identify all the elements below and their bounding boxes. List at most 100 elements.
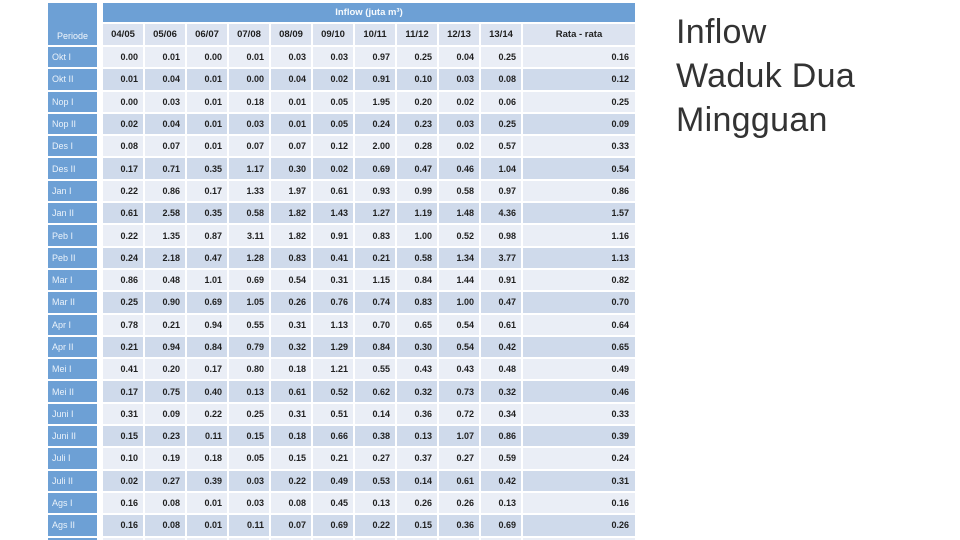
value-cell: 0.03: [229, 470, 269, 491]
value-cell: 0.05: [313, 113, 353, 135]
value-cell: 0.35: [187, 203, 227, 224]
value-cell: 0.48: [145, 269, 185, 291]
period-label: Nop I: [48, 91, 101, 112]
value-cell: 0.08: [145, 492, 185, 514]
value-cell: 0.10: [397, 69, 437, 90]
value-cell: 0.13: [397, 426, 437, 447]
value-cell: 0.41: [313, 247, 353, 268]
year-header: 13/14: [481, 24, 521, 45]
period-label: Juli I: [48, 448, 101, 469]
value-cell: 0.53: [355, 470, 395, 491]
rata-header: Rata - rata: [523, 24, 635, 45]
value-cell: 0.10: [103, 537, 143, 540]
value-cell: 0.36: [439, 515, 479, 536]
value-cell: 1.21: [313, 359, 353, 380]
table-row: Sept I0.100.040.010.010.040.690.150.050.…: [48, 537, 635, 540]
value-cell: 0.73: [439, 381, 479, 402]
period-label: Mar I: [48, 269, 101, 291]
value-cell: 0.32: [397, 381, 437, 402]
value-cell: 0.52: [313, 381, 353, 402]
value-cell: 0.91: [355, 69, 395, 90]
value-cell: 0.69: [187, 292, 227, 313]
value-cell: 0.00: [103, 47, 143, 68]
rata-cell: 0.49: [523, 359, 635, 380]
value-cell: 0.17: [103, 381, 143, 402]
value-cell: 0.19: [145, 448, 185, 469]
value-cell: 0.30: [271, 158, 311, 179]
value-cell: 0.75: [145, 381, 185, 402]
value-cell: 0.22: [271, 470, 311, 491]
value-cell: 2.00: [355, 136, 395, 157]
value-cell: 3.77: [481, 247, 521, 268]
value-cell: 0.37: [397, 448, 437, 469]
period-label: Juni II: [48, 426, 101, 447]
value-cell: 0.45: [313, 492, 353, 514]
rata-cell: 0.09: [523, 113, 635, 135]
table-row: Nop II 0.02 0.04 0.01 0.03 0.01 0.05 0.24 0.23 0.…: [48, 113, 635, 135]
value-cell: 0.22: [355, 515, 395, 536]
value-cell: 0.01: [103, 69, 143, 90]
value-cell: 0.04: [271, 69, 311, 90]
value-cell: 0.71: [145, 158, 185, 179]
value-cell: 0.18: [229, 91, 269, 112]
value-cell: 2.18: [145, 247, 185, 268]
value-cell: 0.05: [397, 537, 437, 540]
value-cell: 0.61: [313, 180, 353, 202]
value-cell: 0.04: [145, 69, 185, 90]
year-header: 08/09: [271, 24, 311, 45]
table-row: Okt I 0.00 0.01 0.00 0.01 0.03 0.03 0.97 0.25 0.0…: [48, 47, 635, 68]
value-cell: 0.25: [103, 292, 143, 313]
value-cell: 0.04: [271, 537, 311, 540]
value-cell: 0.27: [355, 448, 395, 469]
period-label: Okt II: [48, 69, 101, 90]
value-cell: 0.08: [481, 69, 521, 90]
value-cell: 0.02: [103, 470, 143, 491]
value-cell: 2.58: [145, 203, 185, 224]
rata-cell: 1.13: [523, 247, 635, 268]
year-header-row: 04/05 05/06 06/07 07/08 08/09 09/10 10/11 11/12…: [48, 24, 635, 45]
value-cell: 0.24: [103, 247, 143, 268]
value-cell: 1.13: [313, 314, 353, 335]
rata-cell: 0.65: [523, 336, 635, 358]
value-cell: 0.93: [355, 180, 395, 202]
year-header: 05/06: [145, 24, 185, 45]
value-cell: 0.03: [313, 47, 353, 68]
value-cell: 1.95: [355, 91, 395, 112]
period-label: Ags I: [48, 492, 101, 514]
value-cell: 0.26: [271, 292, 311, 313]
value-cell: 0.61: [103, 203, 143, 224]
value-cell: 0.05: [229, 448, 269, 469]
value-cell: 1.00: [439, 292, 479, 313]
value-cell: 0.84: [187, 336, 227, 358]
value-cell: 0.08: [271, 492, 311, 514]
value-cell: 0.42: [481, 336, 521, 358]
value-cell: 0.36: [481, 537, 521, 540]
value-cell: 0.01: [187, 492, 227, 514]
year-header: 12/13: [439, 24, 479, 45]
period-label: Jan II: [48, 203, 101, 224]
value-cell: 4.36: [481, 203, 521, 224]
rata-cell: 0.33: [523, 403, 635, 425]
value-cell: 0.25: [397, 47, 437, 68]
value-cell: 0.08: [103, 136, 143, 157]
period-label: Mei I: [48, 359, 101, 380]
value-cell: 0.15: [355, 537, 395, 540]
value-cell: 0.03: [439, 113, 479, 135]
period-label: Des I: [48, 136, 101, 157]
value-cell: 0.01: [187, 69, 227, 90]
value-cell: 0.38: [355, 426, 395, 447]
value-cell: 0.58: [397, 247, 437, 268]
value-cell: 0.01: [271, 113, 311, 135]
value-cell: 0.48: [481, 359, 521, 380]
period-label: Apr I: [48, 314, 101, 335]
value-cell: 0.58: [229, 203, 269, 224]
period-label: Okt I: [48, 47, 101, 68]
rata-cell: 0.12: [523, 69, 635, 90]
value-cell: 1.28: [229, 247, 269, 268]
value-cell: 1.35: [145, 225, 185, 246]
rata-cell: 0.24: [523, 448, 635, 469]
value-cell: 0.46: [439, 158, 479, 179]
value-cell: 0.32: [271, 336, 311, 358]
value-cell: 1.05: [229, 292, 269, 313]
value-cell: 0.02: [439, 136, 479, 157]
